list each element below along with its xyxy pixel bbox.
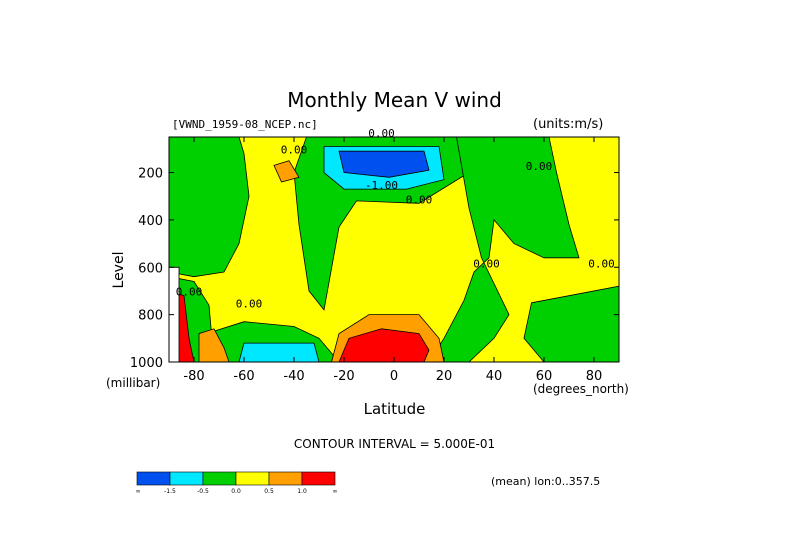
colorbar-label-5: 1.0 <box>297 488 307 495</box>
y-axis-unit: (millibar) <box>106 376 161 390</box>
x-axis-label: Latitude <box>363 400 426 418</box>
dataset-name: [VWND_1959-08_NCEP.nc] <box>172 118 318 131</box>
field-neg1-south <box>238 342 320 362</box>
colorbar-swatch-1 <box>169 471 204 486</box>
x-tick-label-6: 40 <box>486 369 503 384</box>
colorbar-label-2: -0.5 <box>197 488 209 495</box>
field-neg2-jet <box>338 150 430 178</box>
x-tick-label-1: -60 <box>233 369 254 384</box>
footer-note: (mean) lon:0..357.5 <box>491 475 601 488</box>
y-tick-label-2: 600 <box>138 261 163 276</box>
colorbar-swatch-2 <box>202 471 237 486</box>
contour-label-5: 0.00 <box>473 257 500 270</box>
field-pos2-equator <box>338 328 430 362</box>
colorbar-label-6: ∞ <box>333 488 338 495</box>
field-pos1-spot <box>273 160 300 183</box>
contour-label-6: 0.00 <box>588 257 615 270</box>
colorbar-swatch-5 <box>301 471 336 486</box>
colorbar-swatch-0 <box>136 471 171 486</box>
colorbar-label-3: 0.0 <box>231 488 241 495</box>
x-axis-unit: (degrees_north) <box>533 382 629 396</box>
x-tick-label-4: 0 <box>390 369 398 384</box>
field-neg-region-east <box>428 137 580 362</box>
contour-label-1: 0.00 <box>281 144 308 157</box>
contour-interval: CONTOUR INTERVAL = 5.000E-01 <box>293 437 496 451</box>
units-label: (units:m/s) <box>533 117 604 132</box>
y-tick-label-0: 200 <box>138 167 163 182</box>
contour-label-2: -1.00 <box>365 179 398 192</box>
x-tick-label-2: -40 <box>283 369 304 384</box>
colorbar-swatch-4 <box>268 471 303 486</box>
colorbar: -∞ -1.5 -0.5 0.0 0.5 1.0 ∞ <box>136 471 338 495</box>
y-tick-label-4: 1000 <box>130 356 163 371</box>
chart-title: Monthly Mean V wind <box>287 88 502 112</box>
x-tick-label-8: 80 <box>586 369 603 384</box>
colorbar-swatch-3 <box>235 471 270 486</box>
contour-label-4: 0.00 <box>526 160 553 173</box>
contour-label-8: 0.00 <box>236 298 263 311</box>
field-layer <box>169 137 619 362</box>
x-tick-label-5: 20 <box>436 369 453 384</box>
contour-label-3: 0.00 <box>406 193 433 206</box>
x-tick-label-0: -80 <box>183 369 204 384</box>
colorbar-label-1: -1.5 <box>164 488 176 495</box>
field-pos1-west <box>198 328 230 362</box>
x-tick-label-3: -20 <box>333 369 354 384</box>
field-neg-region-southeast <box>523 285 619 362</box>
colorbar-label-0: -∞ <box>136 488 141 495</box>
colorbar-label-4: 0.5 <box>264 488 274 495</box>
y-axis-label: Level <box>111 251 127 289</box>
contour-label-0: 0.00 <box>368 127 395 140</box>
x-tick-label-7: 60 <box>536 369 553 384</box>
contour-label-7: 0.00 <box>176 286 203 299</box>
y-tick-label-1: 400 <box>138 214 163 229</box>
y-tick-label-3: 800 <box>138 309 163 324</box>
